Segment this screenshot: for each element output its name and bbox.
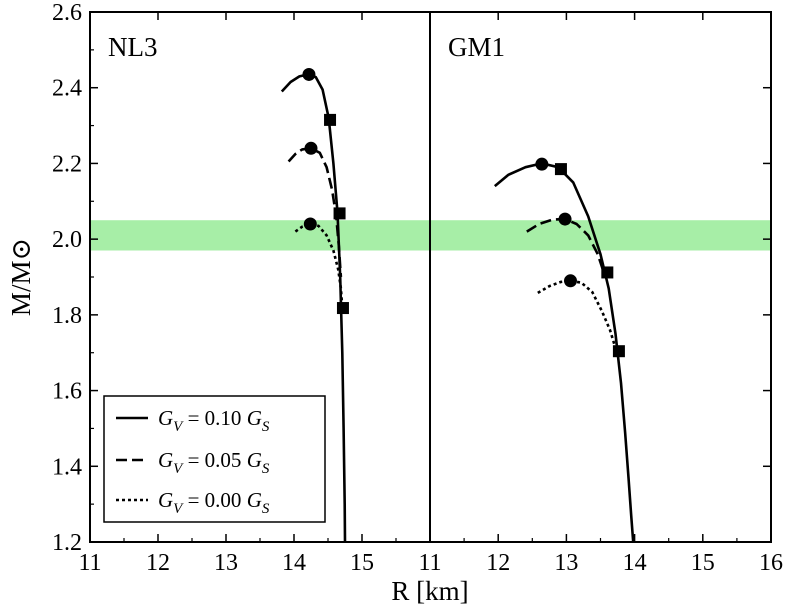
panel-label-gm1: GM1 <box>448 32 505 62</box>
legend-label-000-sub: V <box>173 501 184 517</box>
series-line-nl3-solid <box>280 73 347 542</box>
series-line-nl3-dotted <box>294 222 344 308</box>
legend-label-000: GV = 0.00 GS <box>158 488 270 517</box>
x-tick-label-gm1-11: 11 <box>418 550 441 576</box>
legend-label-010-g: G <box>158 406 173 430</box>
y-axis-title: M/M⊙ <box>6 238 36 316</box>
x-tick-label-nl3-14: 14 <box>282 550 306 576</box>
legend-label-005-gs: G <box>247 448 262 472</box>
legend-label-005-sub: V <box>173 461 184 477</box>
max-mass-marker-gm1-1 <box>558 212 572 226</box>
onset-marker-gm1-1 <box>601 266 614 279</box>
series-line-nl3-dashed <box>287 147 343 278</box>
legend-label-000-sub2: S <box>262 501 270 517</box>
legend-label-005-sub2: S <box>262 461 270 477</box>
max-mass-marker-gm1-0 <box>535 157 549 171</box>
onset-marker-nl3-1 <box>333 207 346 220</box>
max-mass-marker-gm1-2 <box>563 274 577 288</box>
legend-label-010-gs: G <box>247 406 262 430</box>
legend-label-010-value: = 0.10 <box>182 406 246 430</box>
y-tick-label-2.6: 2.6 <box>52 0 82 26</box>
y-tick-label-1.8: 1.8 <box>52 303 82 329</box>
max-mass-marker-nl3-1 <box>304 141 318 155</box>
legend-label-000-value: = 0.00 <box>182 488 246 512</box>
onset-marker-nl3-2 <box>336 302 349 315</box>
x-tick-label-nl3-12: 12 <box>146 550 170 576</box>
onset-marker-gm1-2 <box>612 345 625 358</box>
panel-gm1 <box>493 157 635 542</box>
y-tick-label-2.4: 2.4 <box>52 76 82 102</box>
x-tick-label-gm1-16: 16 <box>759 550 783 576</box>
axis-ticks: 11 12 13 14 15 11 12 13 14 15 16 1.2 1.4 1.6 1.8 2.0 2.2… <box>52 0 783 576</box>
x-tick-label-gm1-15: 15 <box>691 550 715 576</box>
x-tick-label-nl3-13: 13 <box>214 550 238 576</box>
x-axis-title: R [km] <box>391 576 468 606</box>
x-tick-label-nl3-11: 11 <box>78 550 101 576</box>
legend-label-000-g: G <box>158 488 173 512</box>
y-tick-label-1.4: 1.4 <box>52 454 82 480</box>
x-tick-label-nl3-15: 15 <box>350 550 374 576</box>
x-tick-label-gm1-12: 12 <box>486 550 510 576</box>
y-tick-label-2.0: 2.0 <box>52 227 82 253</box>
legend-label-005: GV = 0.05 GS <box>158 448 270 477</box>
max-mass-marker-nl3-2 <box>303 217 317 231</box>
series-line-gm1-dashed <box>526 217 607 278</box>
y-tick-label-1.2: 1.2 <box>52 530 82 556</box>
y-tick-label-2.2: 2.2 <box>52 151 82 177</box>
legend-label-010-sub2: S <box>262 419 270 435</box>
legend-label-010-sub: V <box>173 419 184 435</box>
panel-label-nl3: NL3 <box>108 32 158 62</box>
panel-nl3 <box>280 67 349 542</box>
legend: GV = 0.10 GS GV = 0.05 GS GV = 0.00 GS <box>103 395 326 523</box>
x-tick-label-gm1-14: 14 <box>623 550 647 576</box>
series-line-gm1-dotted <box>537 279 619 354</box>
legend-label-005-value: = 0.05 <box>182 448 246 472</box>
max-mass-marker-nl3-0 <box>302 67 316 81</box>
legend-label-000-gs: G <box>247 488 262 512</box>
onset-marker-nl3-0 <box>324 113 337 126</box>
y-tick-label-1.6: 1.6 <box>52 379 82 405</box>
series-line-gm1-solid <box>493 162 635 542</box>
legend-label-010: GV = 0.10 GS <box>158 406 270 435</box>
onset-marker-gm1-0 <box>554 163 567 176</box>
x-tick-label-gm1-13: 13 <box>554 550 578 576</box>
legend-label-005-g: G <box>158 448 173 472</box>
